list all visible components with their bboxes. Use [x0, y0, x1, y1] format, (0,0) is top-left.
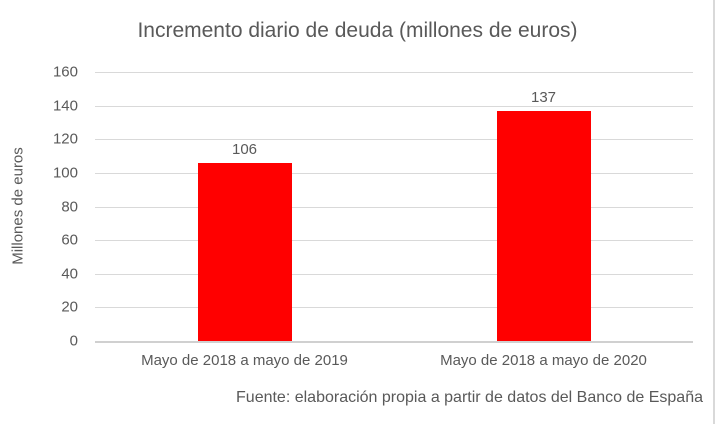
gridline — [95, 172, 693, 174]
gridline — [95, 273, 693, 275]
x-axis-line — [95, 341, 693, 343]
bar-value-label: 137 — [530, 88, 557, 106]
x-category-label: Mayo de 2018 a mayo de 2019 — [141, 352, 348, 369]
gridline — [95, 206, 693, 208]
chart-title: Incremento diario de deuda (millones de … — [137, 19, 578, 42]
gridline — [95, 240, 693, 242]
gridline — [95, 72, 693, 73]
y-tick-label: 0 — [69, 332, 78, 350]
bar-value-label: 106 — [231, 140, 258, 158]
y-tick-label: 140 — [52, 97, 78, 115]
y-axis-title: Millones de euros — [9, 147, 27, 265]
y-tick-label: 40 — [61, 265, 78, 283]
plot-area — [95, 72, 693, 343]
y-tick-label: 80 — [61, 198, 78, 215]
gridline — [95, 307, 693, 309]
source-note: Fuente: elaboración propia a partir de d… — [236, 389, 703, 406]
y-tick-label: 100 — [52, 164, 78, 182]
x-category-label: Mayo de 2018 a mayo de 2020 — [440, 352, 647, 369]
y-tick-label: 120 — [52, 130, 78, 148]
y-tick-label: 160 — [52, 63, 78, 81]
gridline — [95, 139, 693, 141]
y-tick-label: 20 — [61, 298, 78, 316]
bar — [197, 162, 292, 341]
bar — [496, 110, 591, 341]
y-tick-label: 60 — [61, 231, 78, 249]
gridline — [95, 105, 693, 107]
